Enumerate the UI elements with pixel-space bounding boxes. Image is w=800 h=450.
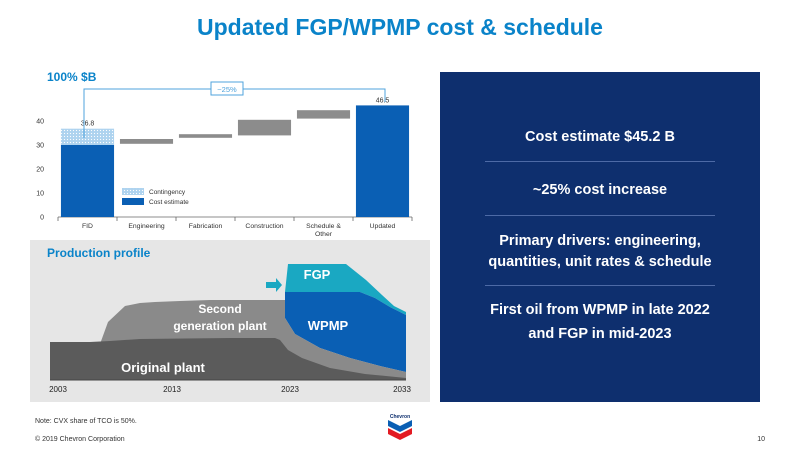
summary-cost-increase-text: ~25% cost increase [532,182,668,198]
summary-divider-3 [485,285,715,286]
legend-swatch-cost-estimate [122,198,144,205]
bar-fid-contingency [60,128,115,145]
chevron-logo-text: Chevron [390,414,410,420]
pct-annotation-box [210,81,244,96]
x-tick-label: FID [82,223,93,230]
page-number: 10 [757,436,765,443]
summary-primary-drivers-line-1: Primary drivers: engineering, [499,233,701,249]
wpmp-area [285,292,406,372]
copyright: © 2019 Chevron Corporation [35,436,125,443]
x-tick-label: Fabrication [189,223,223,230]
chevron-logo: Chevron [388,414,412,440]
legend-label-contingency: Contingency [149,189,186,196]
summary-first-oil: First oil from WPMP in late 2022 and FGP… [440,300,760,345]
summary-first-oil-line-2: and FGP in mid-2023 [528,326,672,342]
summary-divider-2 [485,215,715,216]
bar-fid-cost-estimate [60,145,115,217]
data-label-updated: 46.5 [376,97,390,104]
y-tick-40: 40 [36,119,44,126]
production-profile-title: Production profile [47,246,151,260]
chevron-logo-bottom [388,428,412,440]
bar-step-engineering [119,139,174,144]
y-tick-0: 0 [40,215,44,222]
summary-primary-drivers: Primary drivers: engineering, quantities… [440,231,760,273]
y-tick-30: 30 [36,143,44,150]
x-tick-label: Other [315,231,333,238]
summary-first-oil-line-1: First oil from WPMP in late 2022 [490,302,710,318]
y-tick-20: 20 [36,167,44,174]
x-tick-label: Schedule & [306,223,341,230]
footnote: Note: CVX share of TCO is 50%. [35,418,137,425]
chart-unit-label: 100% $B [47,70,97,84]
legend-label-cost-estimate: Cost estimate [149,199,189,206]
summary-divider-1 [485,161,715,162]
summary-primary-drivers-line-2: quantities, unit rates & schedule [488,254,712,270]
year-label-2013: 2013 [163,385,181,394]
summary-cost-estimate: Cost estimate $45.2 B [440,127,760,148]
pct-annotation-text: ~25% [217,85,237,94]
page-title: Updated FGP/WPMP cost & schedule [197,14,603,40]
summary-cost-increase: ~25% cost increase [440,180,760,201]
arrow-icon [266,278,282,292]
production-profile-chart: FGP WPMP Second generation plant Origina… [49,264,411,394]
summary-cost-estimate-text: Cost estimate $45.2 B [525,129,675,145]
chevron-logo-top [388,420,412,432]
wpmp-label: WPMP [308,318,349,333]
fgp-area [285,264,406,315]
data-label-fid: 36.8 [81,121,95,128]
second-generation-label-1: Second [198,302,241,316]
year-label-2023: 2023 [281,385,299,394]
bar-step-schedule-other [296,110,351,119]
bar-updated [355,105,410,217]
bar-step-fabrication [178,134,233,138]
second-generation-label-2: generation plant [173,319,266,333]
summary-panel [440,72,760,402]
original-plant-area [50,338,406,380]
x-tick-label: Engineering [128,223,164,230]
y-tick-10: 10 [36,191,44,198]
fgp-label: FGP [304,267,331,282]
legend-swatch-contingency [122,188,144,195]
x-tick-label: Updated [370,223,396,230]
year-label-2033: 2033 [393,385,411,394]
x-tick-label: Construction [245,223,283,230]
year-label-2003: 2003 [49,385,67,394]
bar-step-construction [237,119,292,136]
original-plant-label: Original plant [121,360,205,375]
cost-waterfall-chart: 0 10 20 30 40 FID Engineering Fabrication Constr… [36,81,413,238]
